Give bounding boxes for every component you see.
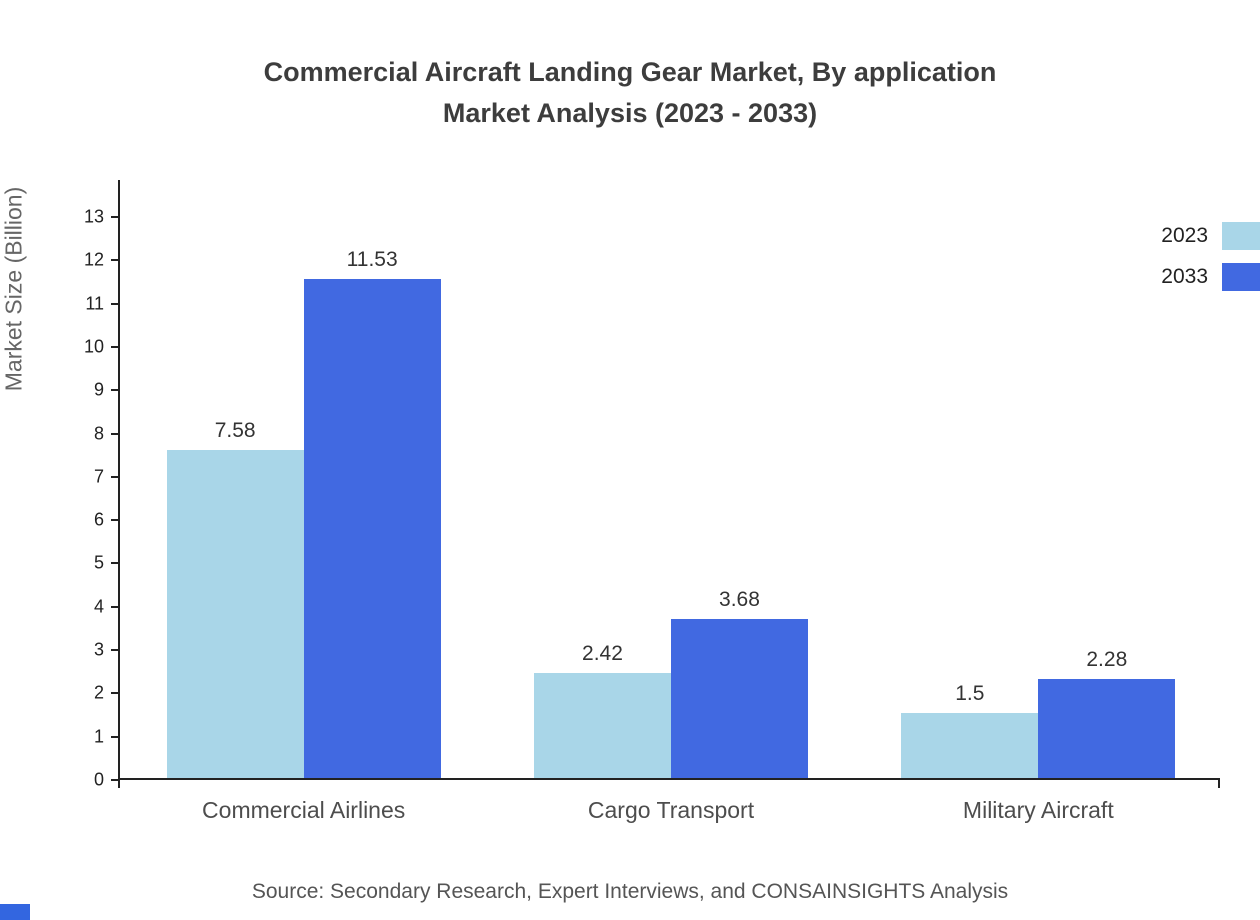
category-label: Military Aircraft (962, 797, 1114, 823)
bar-2033-cargo-transport (670, 618, 808, 778)
y-tick-mark (111, 692, 118, 695)
source-text: Source: Secondary Research, Expert Inter… (251, 880, 1009, 903)
y-axis-label: Market Size (Billion) (0, 186, 27, 392)
y-tick-label: 9 (93, 379, 104, 400)
legend: 2023 2033 (1161, 222, 1260, 291)
y-tick-mark (111, 345, 118, 348)
y-tick-label: 5 (93, 552, 104, 573)
y-axis: 0 1 2 3 4 5 6 7 8 9 10 11 12 13 (56, 180, 118, 790)
y-tick-mark (111, 562, 118, 565)
bar-value-label: 3.68 (719, 587, 760, 611)
bar-group-cargo-transport: 2.42 3.68 Cargo Transport (487, 180, 854, 823)
bar-column: 11.53 (303, 180, 441, 778)
y-tick-mark (111, 605, 118, 608)
chart-title-line1: Commercial Aircraft Landing Gear Market,… (263, 57, 997, 87)
y-tick-mark (111, 475, 118, 478)
y-tick-label: 8 (93, 423, 104, 444)
y-tick-mark (111, 735, 118, 738)
bar-value-label: 7.58 (214, 418, 256, 442)
y-tick-mark (111, 302, 118, 305)
bar-column: 3.68 (670, 180, 808, 778)
y-tick-label: 10 (83, 336, 104, 357)
bar-value-label: 2.42 (582, 642, 623, 666)
bar-2023-cargo-transport (533, 673, 671, 778)
bar-column: 2.42 (533, 180, 671, 778)
legend-label: 2023 (1161, 224, 1208, 247)
chart-title-line2: Market Analysis (2023 - 2033) (442, 98, 818, 128)
bar-value-label: 2.28 (1086, 648, 1128, 672)
y-tick-mark (111, 389, 118, 392)
x-axis-left-tick (118, 780, 120, 788)
y-tick-label: 7 (93, 466, 104, 487)
legend-swatch (1222, 263, 1260, 291)
x-axis-right-tick (1218, 780, 1220, 788)
y-tick-label: 11 (85, 293, 104, 314)
bar-2033-military-aircraft (1038, 679, 1176, 778)
y-tick-label: 6 (93, 509, 104, 530)
y-tick-label: 2 (93, 682, 104, 703)
plot-area: 7.58 11.53 Commercial Airlines 2.42 3.68 Carg… (118, 180, 1222, 823)
y-tick-label: 3 (93, 639, 104, 660)
y-tick-mark (111, 519, 118, 522)
bar-group-commercial-airlines: 7.58 11.53 Commercial Airlines (120, 180, 487, 823)
bar-column: 7.58 (166, 180, 304, 778)
bar-2023-military-aircraft (901, 713, 1039, 778)
legend-item-2033: 2033 (1161, 263, 1260, 291)
y-tick-label: 12 (83, 249, 104, 270)
y-tick-label: 13 (83, 206, 104, 227)
bar-2033-commercial-airlines (303, 278, 441, 778)
bar-column: 2.28 (1038, 180, 1176, 778)
category-label: Cargo Transport (587, 797, 755, 823)
y-tick-mark (111, 216, 118, 218)
y-tick-label: 0 (93, 769, 104, 790)
bar-value-label: 11.53 (346, 247, 398, 271)
y-tick-label: 1 (93, 726, 104, 747)
y-tick-label: 4 (93, 596, 104, 617)
chart-title: Commercial Aircraft Landing Gear Market,… (0, 52, 1260, 134)
bar-value-label: 1.5 (955, 682, 985, 706)
legend-label: 2033 (1161, 265, 1208, 288)
legend-swatch (1222, 222, 1260, 250)
legend-item-2023: 2023 (1161, 222, 1260, 250)
y-tick-mark (111, 649, 118, 652)
y-tick-mark (111, 779, 118, 781)
y-tick-mark (111, 432, 118, 435)
category-label: Commercial Airlines (202, 797, 406, 823)
bar-2023-commercial-airlines (166, 449, 304, 778)
brand-mark (0, 904, 30, 920)
bar-column: 1.5 (901, 180, 1039, 778)
y-tick-mark (111, 259, 118, 262)
bar-group-military-aircraft: 1.5 2.28 Military Aircraft (855, 180, 1222, 823)
